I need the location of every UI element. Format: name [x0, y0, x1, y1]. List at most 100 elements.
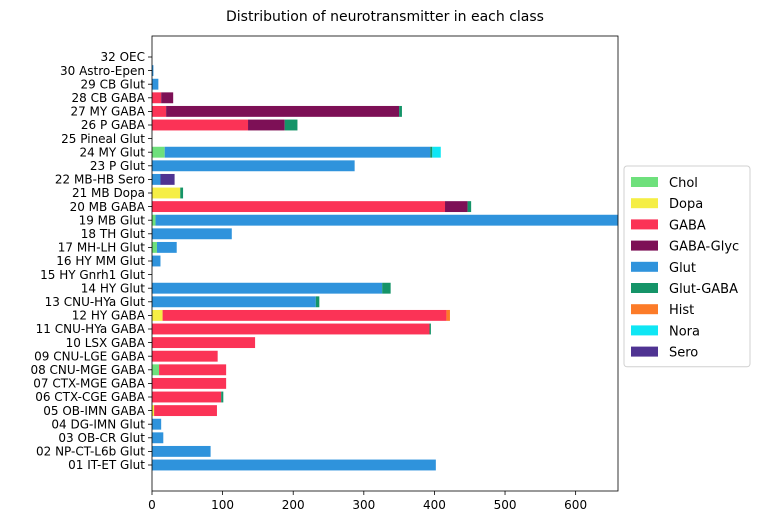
y-tick-label: 22 MB-HB Sero: [55, 173, 145, 187]
x-tick-label: 400: [423, 498, 446, 512]
legend-label: Sero: [669, 346, 698, 361]
bar-segment: [166, 105, 400, 117]
legend-label: GABA: [669, 218, 706, 233]
bar-segment: [152, 160, 355, 172]
y-tick-label: 32 OEC: [101, 50, 146, 64]
y-tick-label: 18 TH Glut: [81, 227, 145, 241]
legend-swatch: [631, 177, 658, 187]
y-tick-label: 10 LSX GABA: [66, 336, 146, 350]
y-tick-label: 04 DG-IMN Glut: [51, 417, 145, 431]
bar-segment: [152, 391, 222, 403]
bar-segment: [161, 92, 174, 104]
y-tick-label: 11 CNU-HYa GABA: [36, 322, 146, 336]
y-tick-label: 25 Pineal Glut: [61, 132, 145, 146]
bar-segment: [180, 187, 184, 199]
bar-segment: [152, 201, 446, 213]
y-tick-label: 24 MY Glut: [79, 145, 145, 159]
bar-segment: [155, 214, 618, 226]
y-tick-label: 29 CB Glut: [81, 77, 146, 91]
bar-segment: [152, 337, 256, 349]
bar-segment: [152, 459, 436, 471]
bar-segment: [159, 364, 227, 376]
y-tick-label: 30 Astro-Epen: [60, 64, 145, 78]
bar-segment: [164, 146, 431, 158]
x-tick-label: 200: [282, 498, 305, 512]
bar-segment: [160, 173, 175, 185]
bar-segment: [382, 282, 391, 294]
legend-swatch: [631, 325, 658, 336]
plot-frame: [151, 35, 619, 492]
legend-swatch: [631, 240, 658, 251]
x-tick-label: 600: [564, 498, 587, 512]
bar-segment: [152, 214, 156, 226]
bar-segment: [152, 296, 316, 308]
legend-swatch: [631, 304, 658, 315]
bar-segment: [152, 350, 218, 362]
bar-segment: [152, 445, 211, 457]
legend-label: Glut-GABA: [669, 282, 738, 297]
bar-segment: [399, 105, 402, 117]
bar-segment: [152, 146, 165, 158]
bar-segment: [315, 296, 320, 308]
y-tick-label: 28 CB GABA: [72, 91, 146, 105]
bar-segment: [152, 78, 159, 90]
bar-segment: [152, 173, 161, 185]
legend-swatch: [631, 198, 658, 209]
x-tick-label: 0: [148, 498, 156, 512]
y-tick-label: 27 MY GABA: [70, 105, 145, 119]
bar-segment: [152, 282, 383, 294]
y-tick-label: 15 HY Gnrh1 Glut: [40, 268, 145, 282]
bar-segment: [248, 119, 285, 131]
legend-label: GABA-Glyc: [669, 240, 739, 255]
bar-segment: [154, 405, 217, 417]
bar-segment: [152, 364, 160, 376]
y-tick-label: 20 MB GABA: [70, 200, 146, 214]
y-tick-label: 07 CTX-MGE GABA: [33, 377, 146, 391]
y-tick-label: 19 MB Glut: [79, 213, 146, 227]
bar-segment: [152, 119, 249, 131]
y-tick-label: 12 HY GABA: [72, 309, 146, 323]
y-tick-label: 14 HY Glut: [81, 281, 145, 295]
bar-segment: [221, 391, 224, 403]
legend-label: Chol: [669, 176, 698, 191]
bar-segment: [152, 377, 227, 389]
bar-segment: [152, 418, 162, 430]
bar-segment: [446, 309, 450, 321]
y-tick-label: 06 CTX-CGE GABA: [35, 390, 146, 404]
y-tick-label: 09 CNU-LGE GABA: [34, 349, 146, 363]
bar-segment: [284, 119, 298, 131]
legend-box: [623, 165, 751, 368]
x-tick-label: 300: [352, 498, 375, 512]
legend-swatch: [631, 346, 658, 357]
y-tick-label: 03 OB-CR Glut: [58, 431, 145, 445]
bar-segment: [152, 105, 167, 117]
bar-segment: [467, 201, 472, 213]
legend-label: Dopa: [669, 197, 703, 212]
bar-segment: [152, 228, 232, 240]
bar-segment: [152, 241, 157, 253]
bar-segment: [162, 309, 447, 321]
legend-label: Hist: [669, 303, 694, 318]
y-tick-label: 16 HY MM Glut: [56, 254, 145, 268]
legend-label: Nora: [669, 324, 700, 339]
legend-swatch: [631, 219, 658, 230]
chart-title: Distribution of neurotransmitter in each…: [226, 9, 544, 25]
y-tick-label: 23 P Glut: [90, 159, 145, 173]
y-tick-label: 05 OB-IMN GABA: [43, 404, 146, 418]
bar-segment: [152, 65, 154, 77]
x-tick-label: 100: [211, 498, 234, 512]
legend-swatch: [631, 283, 658, 293]
x-tick-label: 500: [494, 498, 517, 512]
bar-segment: [152, 255, 161, 267]
legend-label: Glut: [669, 261, 696, 276]
bar-segment: [445, 201, 468, 213]
bar-segment: [152, 323, 430, 335]
y-tick-label: 13 CNU-HYa Glut: [45, 295, 146, 309]
legend-swatch: [631, 261, 658, 272]
y-tick-label: 26 P GABA: [81, 118, 146, 132]
bar-segment: [432, 146, 441, 158]
bar-segment: [152, 405, 155, 417]
bar-segment: [152, 309, 163, 321]
